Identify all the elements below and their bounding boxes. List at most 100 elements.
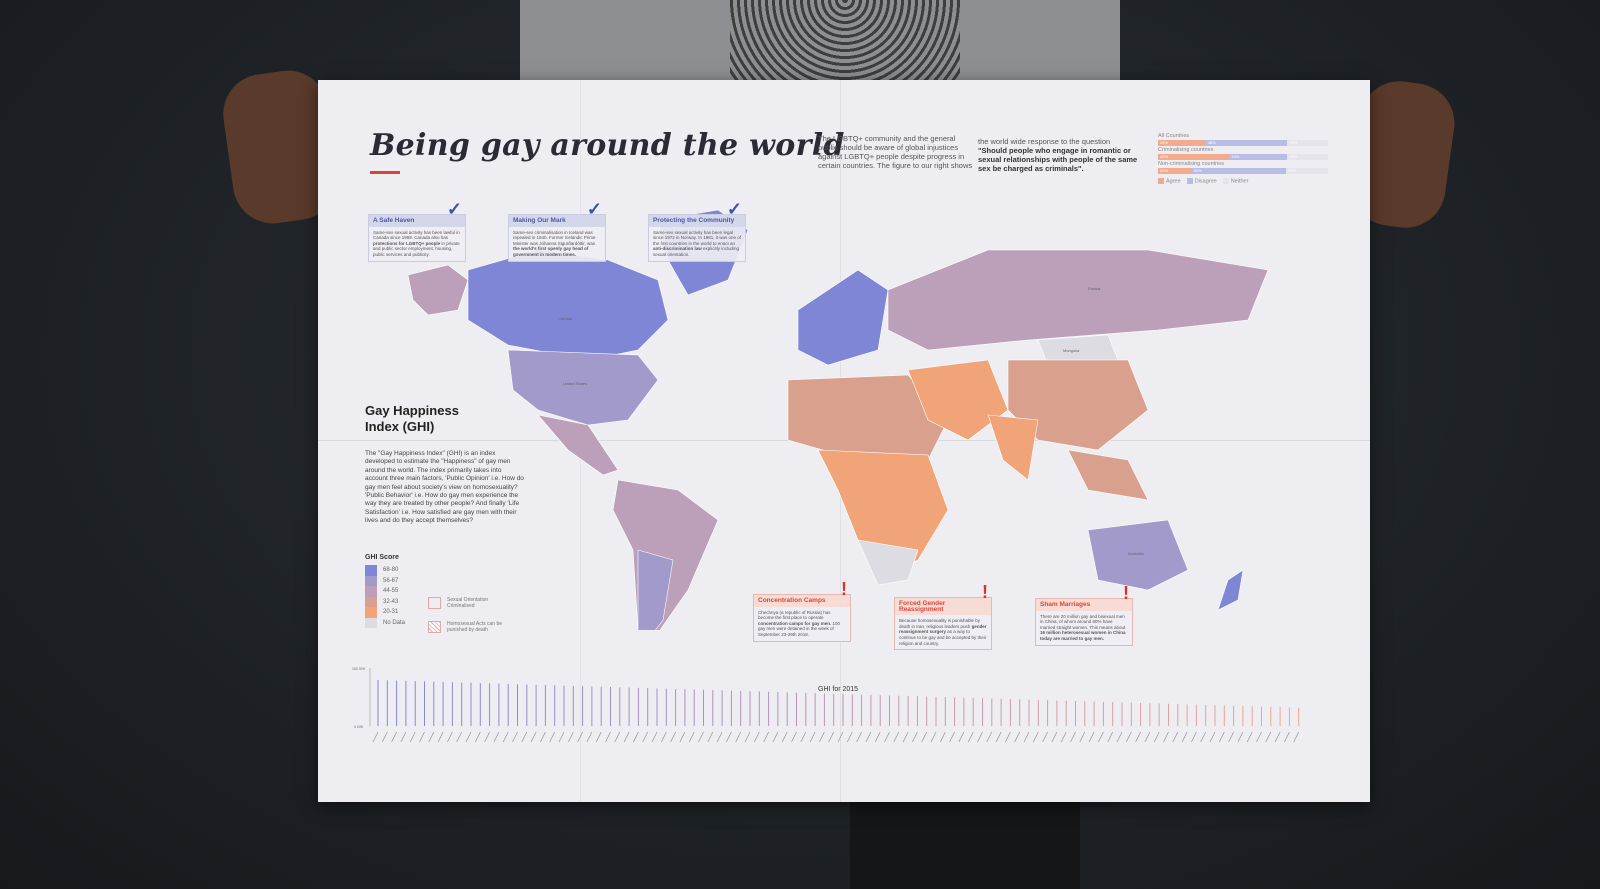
country-tick-label bbox=[837, 731, 844, 743]
country-tick-label bbox=[549, 731, 556, 743]
legend-swatch bbox=[365, 617, 377, 628]
legend-item: 68-80 bbox=[365, 565, 405, 576]
country-tick-label bbox=[716, 731, 723, 743]
country-tick-label bbox=[809, 731, 816, 743]
country-tick-label bbox=[1181, 731, 1188, 743]
callout-highlight: gender reassignment surgery bbox=[899, 623, 987, 635]
survey-segment-disagree: 34% bbox=[1229, 154, 1288, 160]
sweatshirt-print bbox=[730, 0, 960, 90]
country-tick-label bbox=[642, 731, 649, 743]
legend-title: GHI Score bbox=[365, 554, 399, 561]
legend-swatch bbox=[365, 596, 377, 607]
country-tick-label bbox=[1060, 731, 1067, 743]
ghi-legend: GHI Score 68-80 56-67 44-55 32-43 20-31 No Da… bbox=[365, 554, 405, 628]
country-tick-label bbox=[698, 731, 704, 743]
legend-label: 68-80 bbox=[383, 567, 399, 574]
ghi-title-line1: Gay Happiness bbox=[365, 403, 459, 418]
exclamation-icon: ! bbox=[841, 579, 847, 599]
region-india bbox=[987, 414, 1039, 481]
callout-text: Same-sex sexual activity has been lawful… bbox=[373, 229, 460, 241]
ghi-description: The "Gay Happiness Index" (GHI) is an in… bbox=[365, 450, 524, 525]
region-middle-east bbox=[907, 359, 1009, 441]
country-tick-label bbox=[1135, 731, 1141, 743]
country-tick-label bbox=[633, 731, 639, 743]
legend-label: 20-31 bbox=[383, 609, 399, 616]
country-tick-label bbox=[726, 731, 732, 743]
country-tick-label bbox=[707, 731, 714, 743]
survey-legend-label: Agree bbox=[1166, 178, 1181, 185]
legend-label: No Data bbox=[383, 619, 406, 626]
country-tick-label bbox=[1293, 731, 1300, 743]
survey-chart: All Countries 28% 48% 24% Criminalising coun… bbox=[1158, 132, 1328, 184]
person-legs bbox=[850, 800, 1080, 889]
country-tick-label bbox=[567, 731, 574, 743]
country-tick-label bbox=[484, 731, 490, 743]
country-tick-label bbox=[1042, 731, 1048, 743]
map-label-usa: United States bbox=[563, 381, 587, 386]
region-usa bbox=[507, 349, 659, 426]
legend-label: 56-67 bbox=[383, 577, 399, 584]
country-tick-label bbox=[586, 731, 593, 743]
country-tick-label bbox=[1070, 731, 1076, 743]
country-tick-label bbox=[1209, 731, 1216, 743]
country-tick-label bbox=[437, 731, 444, 743]
exclamation-icon: ! bbox=[1123, 583, 1129, 603]
question-lead: the world wide response to the question bbox=[978, 137, 1111, 146]
callout-highlight: protections for LGBTQ+ people bbox=[373, 240, 441, 246]
callout-text: Because homosexuality is punishable by d… bbox=[899, 618, 981, 629]
country-tick-label bbox=[400, 731, 407, 743]
legend-label: 32-43 bbox=[383, 598, 399, 605]
survey-legend: Agree Disagree Neither bbox=[1158, 178, 1328, 184]
callout-protecting-the-community: Protecting the Community ✓ Same-sex sexual… bbox=[648, 201, 746, 262]
survey-segment-neither: 24% bbox=[1287, 140, 1328, 146]
callout-text: There are 20 million gay and bisexual me… bbox=[1040, 613, 1126, 630]
country-tick-label bbox=[865, 731, 872, 743]
callout-forced-gender-reassignment: Forced Gender Reassignment! Because homos… bbox=[894, 584, 992, 651]
legend-item: 32-43 bbox=[365, 596, 405, 607]
country-tick-label bbox=[1228, 731, 1234, 743]
country-tick-label bbox=[1256, 731, 1262, 743]
callout-title: Sham Marriages bbox=[1040, 601, 1091, 608]
callout-text: Chechnya (a republic of Russia) has beco… bbox=[758, 609, 831, 621]
country-tick-label bbox=[381, 731, 388, 743]
country-tick-label bbox=[670, 731, 676, 743]
y-axis-top-label: 100 GHI bbox=[352, 667, 365, 671]
callout-tail: explicitly including sexual orientation. bbox=[653, 246, 740, 257]
region-north-america-alaska bbox=[407, 264, 469, 316]
criminalised-swatch bbox=[428, 597, 441, 609]
region-southeast-asia bbox=[1067, 449, 1149, 501]
country-tick-label bbox=[744, 731, 751, 743]
country-tick-label bbox=[939, 731, 946, 743]
country-tick-label bbox=[856, 731, 862, 743]
country-tick-label bbox=[1116, 731, 1123, 743]
country-tick-label bbox=[1079, 731, 1086, 743]
country-tick-label bbox=[623, 731, 630, 743]
legend-item: 56-67 bbox=[365, 575, 405, 586]
callout-highlight: concentration camps for gay men. bbox=[758, 620, 832, 626]
country-tick-label bbox=[1144, 731, 1151, 743]
ghi-title-line2: Index (GHI) bbox=[365, 419, 435, 434]
country-tick-label bbox=[828, 731, 835, 743]
callout-sham-marriages: Sham Marriages! There are 20 million gay … bbox=[1035, 585, 1133, 646]
country-tick-label bbox=[1098, 731, 1104, 743]
country-tick-label bbox=[493, 731, 500, 743]
country-tick-label bbox=[447, 731, 453, 743]
ghi-title: Gay Happiness Index (GHI) bbox=[365, 403, 459, 435]
survey-legend-label: Disagree bbox=[1194, 178, 1217, 185]
survey-bar: 20% 55% 25% bbox=[1158, 168, 1328, 174]
country-tick-label bbox=[912, 731, 918, 743]
country-tick-label bbox=[419, 731, 425, 743]
country-tick-label bbox=[1014, 731, 1021, 743]
country-tick-label bbox=[949, 731, 955, 743]
survey-bar: 42% 34% 24% bbox=[1158, 154, 1328, 160]
country-tick-label bbox=[781, 731, 788, 743]
callout-highlight: the world's first openly gay head of gov… bbox=[513, 246, 589, 257]
criminalised-label: Sexual Orientation Criminalised bbox=[447, 597, 489, 609]
exclamation-icon: ! bbox=[982, 582, 988, 602]
country-tick-label bbox=[1218, 731, 1225, 743]
country-tick-label bbox=[577, 731, 583, 743]
survey-segment-disagree: 48% bbox=[1205, 140, 1288, 146]
survey-bar: 28% 48% 24% bbox=[1158, 140, 1328, 146]
country-tick-label bbox=[763, 731, 769, 743]
